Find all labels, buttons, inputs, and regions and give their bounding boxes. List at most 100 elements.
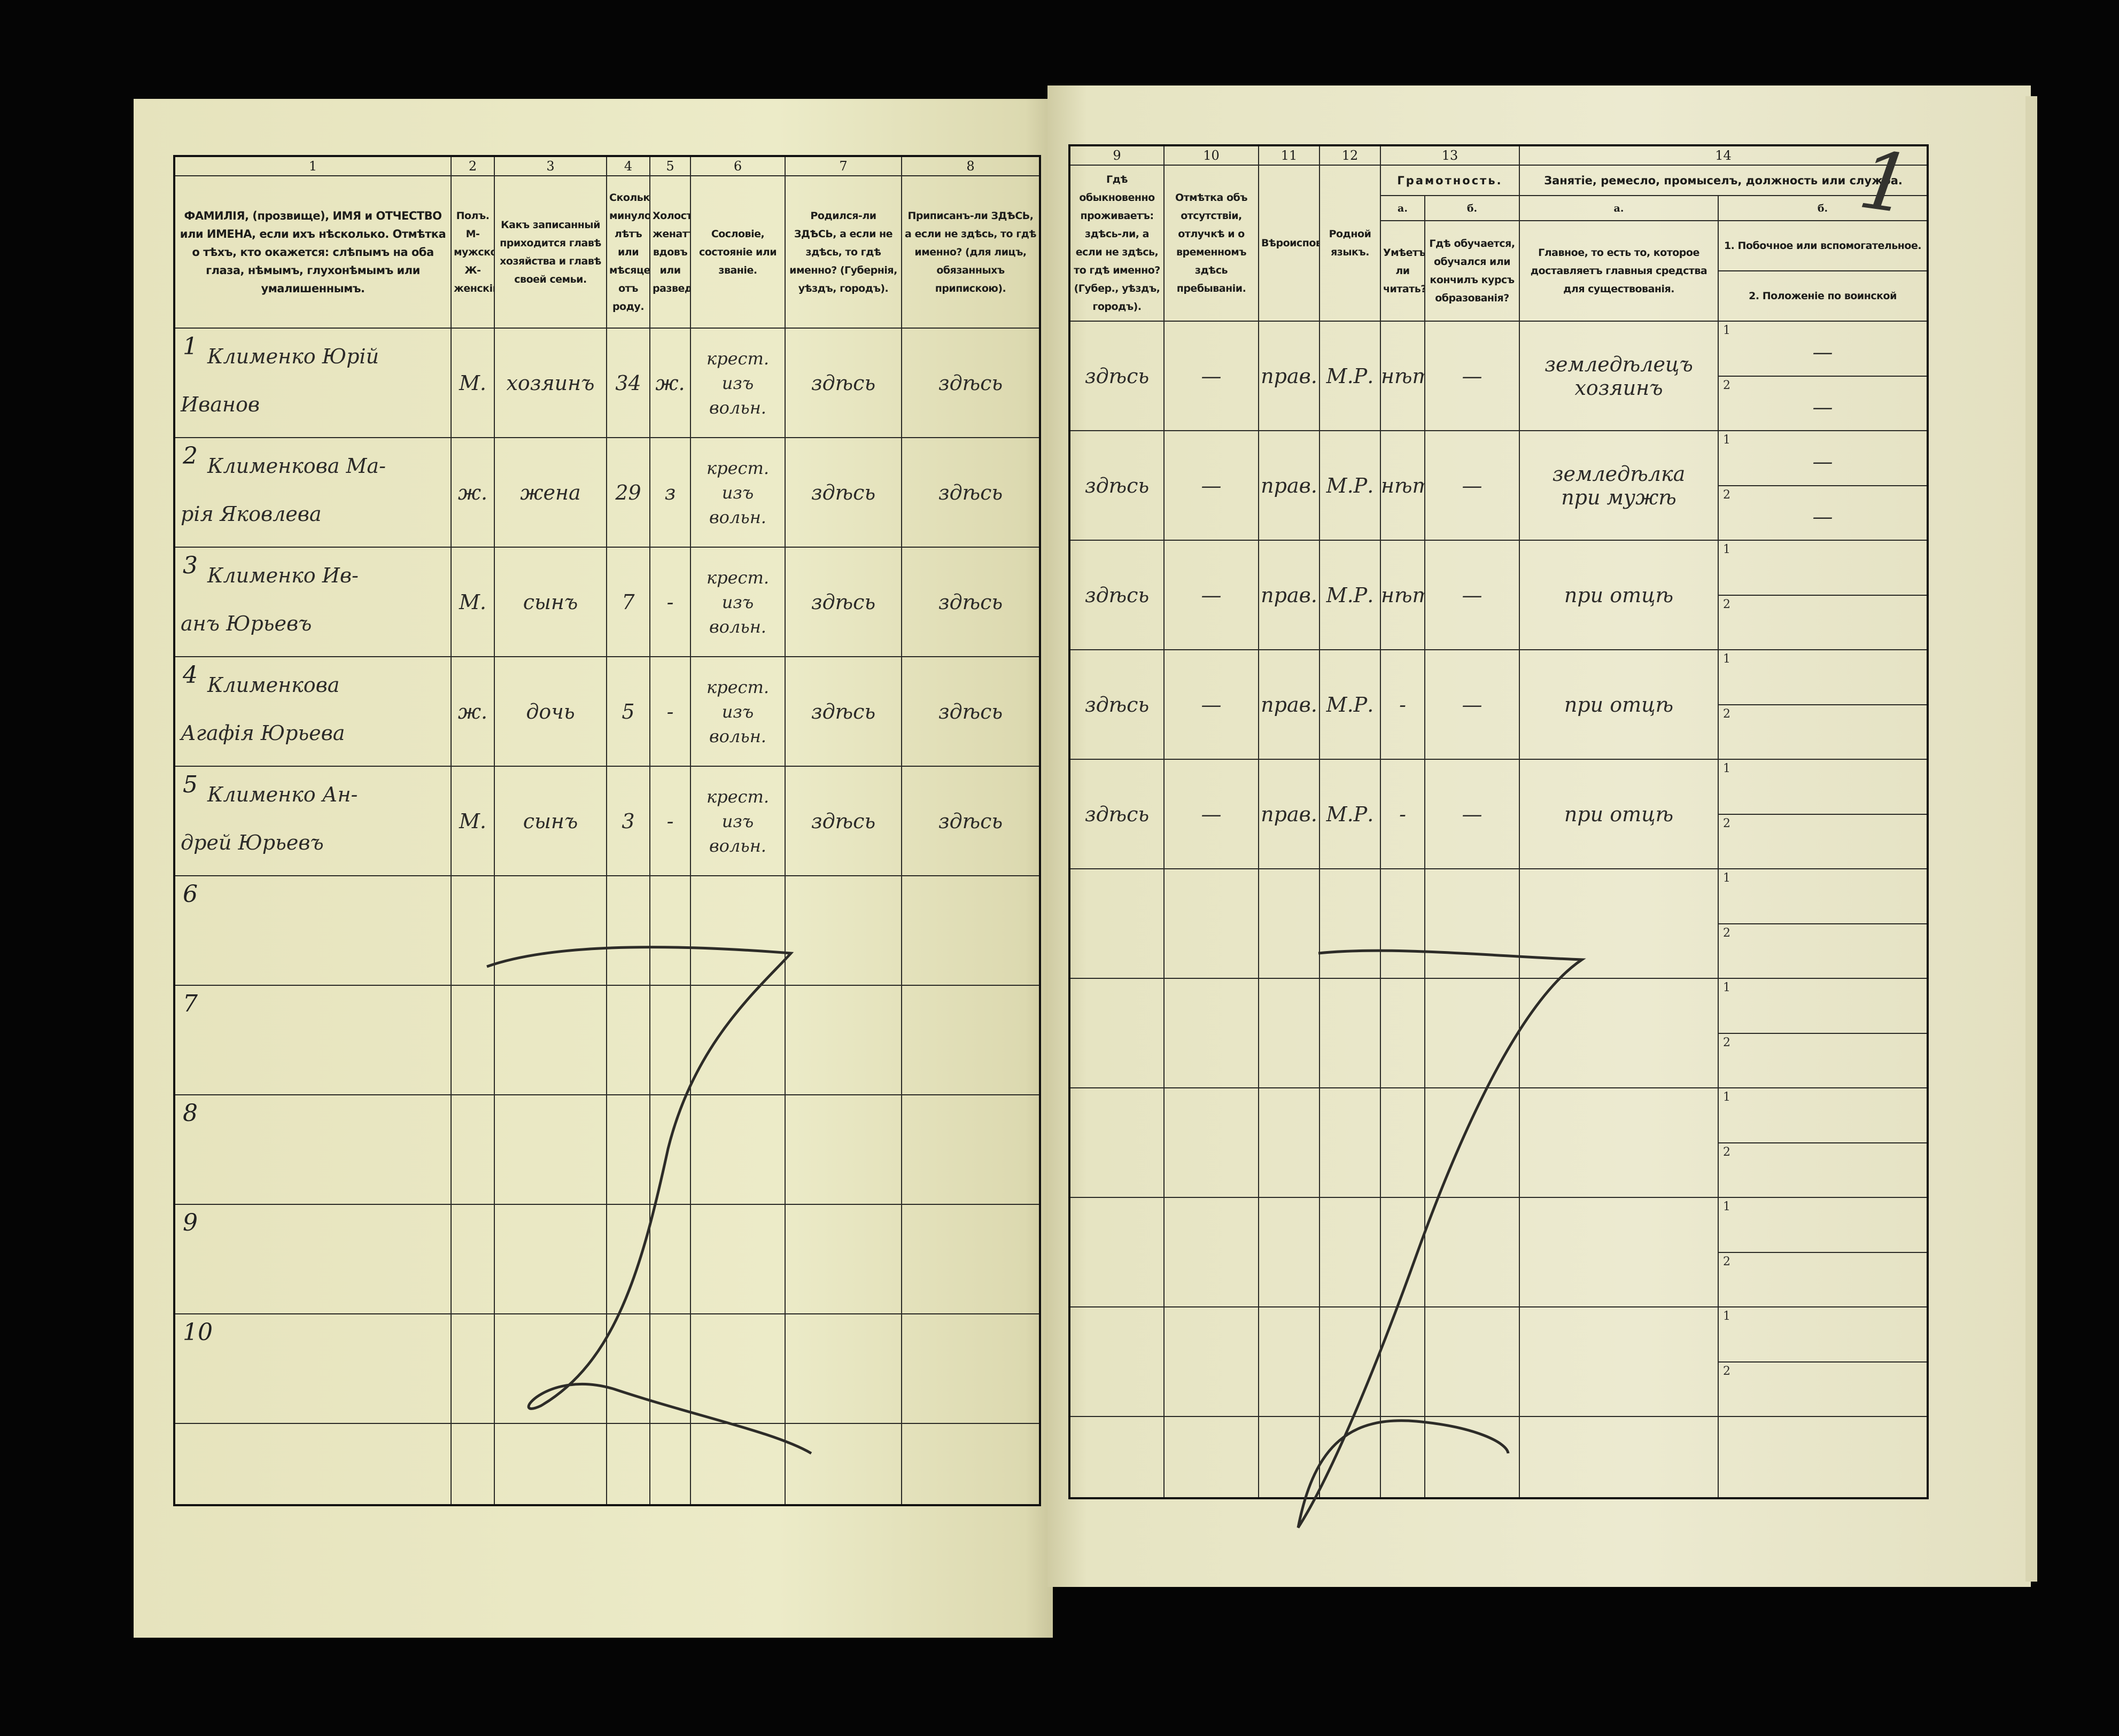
sub-row-label: 2: [1723, 1364, 1731, 1378]
header-can-read: Умѣетъ-ли читать?: [1380, 220, 1425, 322]
empty-cell: [649, 1423, 691, 1506]
table-row-left: 1 Клименко Юрій Иванов М. хозяинъ 34 ж. крест. и…: [174, 328, 1041, 438]
cell-registered: здѣсь: [901, 766, 1041, 876]
table-row-left: 8: [174, 1094, 1041, 1205]
cell-education: [1424, 1197, 1520, 1307]
header-col-3: Какъ записанный приходится главѣ хозяйст…: [494, 175, 607, 329]
header-col-7: Родился-ли ЗДѢСЬ, а если не здѣсь, то гд…: [785, 175, 902, 329]
cell-relation: хозяинъ: [494, 328, 607, 438]
cell-language: М.Р.: [1319, 540, 1381, 650]
cell-registered: [901, 1313, 1041, 1424]
sub-row-2: 2—: [1719, 377, 1927, 430]
cell-religion: [1258, 1197, 1320, 1307]
header-col-1: ФАМИЛІЯ, (прозвище), ИМЯ и ОТЧЕСТВО или …: [174, 175, 452, 329]
empty-cell: [1718, 1416, 1929, 1499]
cell-marital: [649, 1094, 691, 1205]
strike-mark-right: [1297, 949, 1586, 1529]
header-main-occupation: Главное, то есть то, которое доставляетъ…: [1519, 220, 1719, 322]
empty-cell: [1069, 1416, 1165, 1499]
occupation-line: при отцѣ: [1564, 583, 1674, 607]
row-number: 10: [183, 1319, 213, 1346]
cell-born: [785, 875, 902, 986]
sub-row-label: 2: [1723, 1145, 1731, 1159]
cell-age: [606, 985, 650, 1095]
header-side-1: 1. Побочное или вспомогательное.: [1719, 222, 1927, 271]
header-col-5: Холостъ, женатъ, вдовъ или разведенъ.: [649, 175, 691, 329]
row-number: 4: [183, 661, 198, 689]
name-cell: 10: [174, 1313, 452, 1424]
cell-religion: прав.: [1258, 649, 1320, 760]
cell-estate: крест. изъ вольн.: [690, 656, 786, 767]
empty-cell: [451, 1423, 495, 1506]
header-occupation: Занятіе, ремесло, промыселъ, должность и…: [1519, 165, 1929, 196]
sub-row-label: 2: [1723, 1036, 1731, 1049]
cell-sex: ж.: [451, 656, 495, 767]
estate-line: изъ: [721, 811, 754, 831]
name-line: Клименко Ив-: [207, 564, 359, 587]
table-row-left: 6: [174, 875, 1041, 986]
cell-language: [1319, 868, 1381, 979]
cell-education: —: [1424, 321, 1520, 431]
row-number: 2: [183, 442, 198, 470]
cell-absence: [1163, 1306, 1259, 1417]
header-side-occupation: 1. Побочное или вспомогательное. 2. Поло…: [1718, 220, 1929, 322]
cell-occupation: [1519, 1197, 1719, 1307]
cell-estate: крест. изъ вольн.: [690, 547, 786, 657]
cell-age: 3: [606, 766, 650, 876]
header-14b-label: б.: [1718, 195, 1929, 221]
cell-age: [606, 875, 650, 986]
col-num: 4: [606, 155, 650, 176]
sub-row-label: 1: [1723, 543, 1731, 556]
cell-absence: —: [1163, 649, 1259, 760]
header-education: Гдѣ обучается, обучался или кончилъ курс…: [1424, 220, 1520, 322]
cell-age: [606, 1313, 650, 1424]
cell-relation: [494, 1204, 607, 1314]
table-row-left: 3 Клименко Ив-анъ Юрьевъ М. сынъ 7- крест. изъ…: [174, 547, 1041, 657]
cell-marital: -: [649, 656, 691, 767]
cell-born: [785, 1313, 902, 1424]
cell-occupation: [1519, 1087, 1719, 1198]
cell-relation: [494, 1094, 607, 1205]
header-col-2: Полъ. М-мужской. Ж-женскій.: [451, 175, 495, 329]
table-row-right: здѣсь — прав. М.Р. - — при отцѣ 1 2: [1069, 649, 1929, 760]
cell-absence: —: [1163, 321, 1259, 431]
cell-estate: [690, 985, 786, 1095]
cell-language: [1319, 1087, 1381, 1198]
empty-cell: [785, 1423, 902, 1506]
table-row-left: 9: [174, 1204, 1041, 1314]
cell-age: 7: [606, 547, 650, 657]
col-num: 14: [1519, 145, 1929, 166]
name-cell: 9: [174, 1204, 452, 1314]
header-absence: Отмѣтка объ отсутствіи, отлучкѣ и о врем…: [1163, 165, 1259, 322]
header-col-4: Сколько минуло лѣтъ или мѣсяцевъ отъ род…: [606, 175, 650, 329]
cell-registered: здѣсь: [901, 328, 1041, 438]
cell-resides: здѣсь: [1069, 649, 1165, 760]
cell-occupation: земледѣлецъ хозяинъ: [1519, 321, 1719, 431]
sub-row-2: 2: [1719, 1143, 1927, 1197]
cell-sex: [451, 985, 495, 1095]
table-row-right: здѣсь — прав. М.Р. - — при отцѣ 1 2: [1069, 759, 1929, 869]
sub-row-1: 1: [1719, 1198, 1927, 1253]
cell-resides: [1069, 1306, 1165, 1417]
name-cell: 6: [174, 875, 452, 986]
census-table-right: 9 10 11 12 13 14 Гдѣ обыкновенно прожива…: [1068, 144, 1929, 1499]
sub-row-1: 1—: [1719, 322, 1927, 377]
cell-religion: [1258, 978, 1320, 1088]
occupation-line: земледѣлецъ: [1544, 352, 1693, 376]
cell-language: М.Р.: [1319, 321, 1381, 431]
cell-age: 5: [606, 656, 650, 767]
name-cell: 5 Клименко Ан-дрей Юрьевъ: [174, 766, 452, 876]
cell-age: 29: [606, 437, 650, 548]
estate-line: вольн.: [709, 507, 766, 527]
col-num: 2: [451, 155, 495, 176]
sub-row-1: 1: [1719, 541, 1927, 596]
sub-row-value: —: [1812, 450, 1833, 474]
cell-registered: здѣсь: [901, 656, 1041, 767]
cell-side-occupation: 1—2—: [1718, 430, 1929, 541]
